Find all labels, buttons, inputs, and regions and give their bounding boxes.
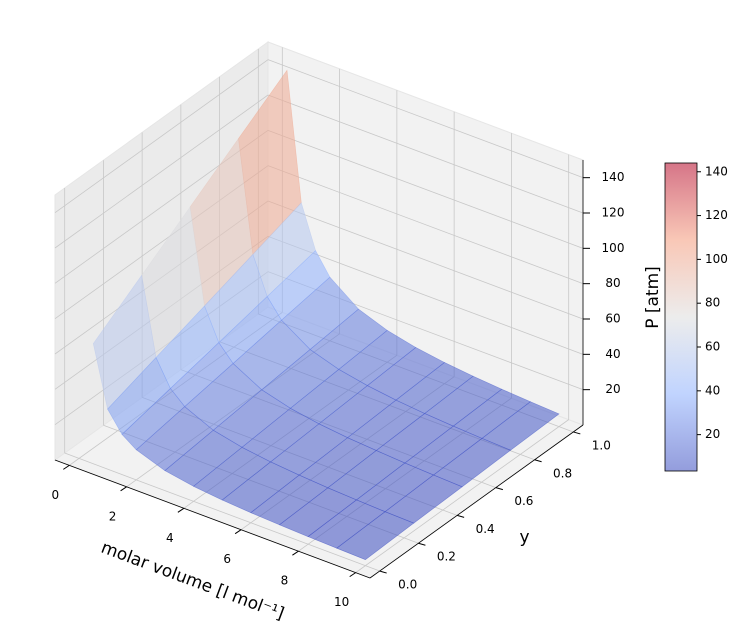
tick-mark	[418, 542, 426, 546]
grid-line	[54, 94, 269, 249]
grid-line	[267, 129, 584, 249]
grid-line	[267, 165, 584, 285]
z-tick-label: 40	[605, 347, 620, 361]
x-tick-label: 8	[281, 574, 289, 588]
x-tick-label: 2	[109, 509, 117, 523]
grid-line	[54, 59, 269, 213]
axis-line	[54, 459, 371, 579]
colorbar: 20 40 60 80 100 120 140	[664, 162, 728, 472]
y-tick-label: 1.0	[592, 438, 611, 452]
tick-mark	[573, 431, 581, 435]
tick-mark	[120, 486, 127, 492]
colorbar-tick-label: 40	[705, 383, 720, 397]
tick-mark	[349, 572, 356, 578]
axis-line	[369, 424, 584, 579]
tick-mark	[292, 550, 299, 556]
colorbar-fill	[664, 162, 698, 472]
tick-mark	[534, 459, 542, 463]
z-tick-label: 140	[602, 170, 625, 184]
y-tick-label: 0.4	[476, 522, 495, 536]
grid-line	[267, 200, 584, 320]
x-tick-label: 4	[166, 531, 174, 545]
z-tick-label: 60	[605, 312, 620, 326]
y-axis-label: y	[519, 528, 529, 548]
z-tick-label: 80	[605, 276, 620, 290]
x-tick-label: 0	[51, 488, 59, 502]
x-axis-label: molar volume [l mol⁻¹]	[98, 538, 286, 625]
grid-line	[64, 452, 380, 572]
grid-line	[267, 235, 584, 355]
colorbar-tick-label: 120	[705, 208, 728, 222]
tick-mark	[177, 507, 185, 513]
z-tick-label: 100	[602, 241, 625, 255]
z-tick-label: 120	[602, 206, 625, 220]
surface-patch	[336, 511, 415, 561]
surface	[92, 69, 560, 561]
y-tick-label: 0.0	[398, 578, 417, 592]
tick-mark	[495, 487, 504, 491]
grid-line	[355, 419, 569, 573]
tick-mark	[63, 464, 70, 470]
tick-mark	[456, 514, 465, 518]
colorbar-tick-label: 80	[705, 296, 720, 310]
y-tick-label: 0.2	[437, 550, 456, 564]
grid-line	[267, 59, 584, 179]
colorbar-tick-label: 20	[705, 427, 720, 441]
grid-line	[267, 94, 584, 214]
colorbar-tick-label: 60	[705, 340, 720, 354]
x-tick-label: 10	[334, 595, 349, 609]
z-axis-label: P [atm]	[643, 266, 663, 329]
tick-mark	[379, 570, 387, 574]
y-tick-label: 0.8	[553, 466, 572, 480]
x-tick-label: 6	[223, 552, 231, 566]
colorbar-tick-label: 140	[705, 164, 728, 178]
colorbar-tick-label: 100	[705, 252, 728, 266]
tick-mark	[234, 529, 242, 535]
z-tick-label: 20	[605, 382, 620, 396]
y-tick-label: 0.6	[514, 494, 533, 508]
